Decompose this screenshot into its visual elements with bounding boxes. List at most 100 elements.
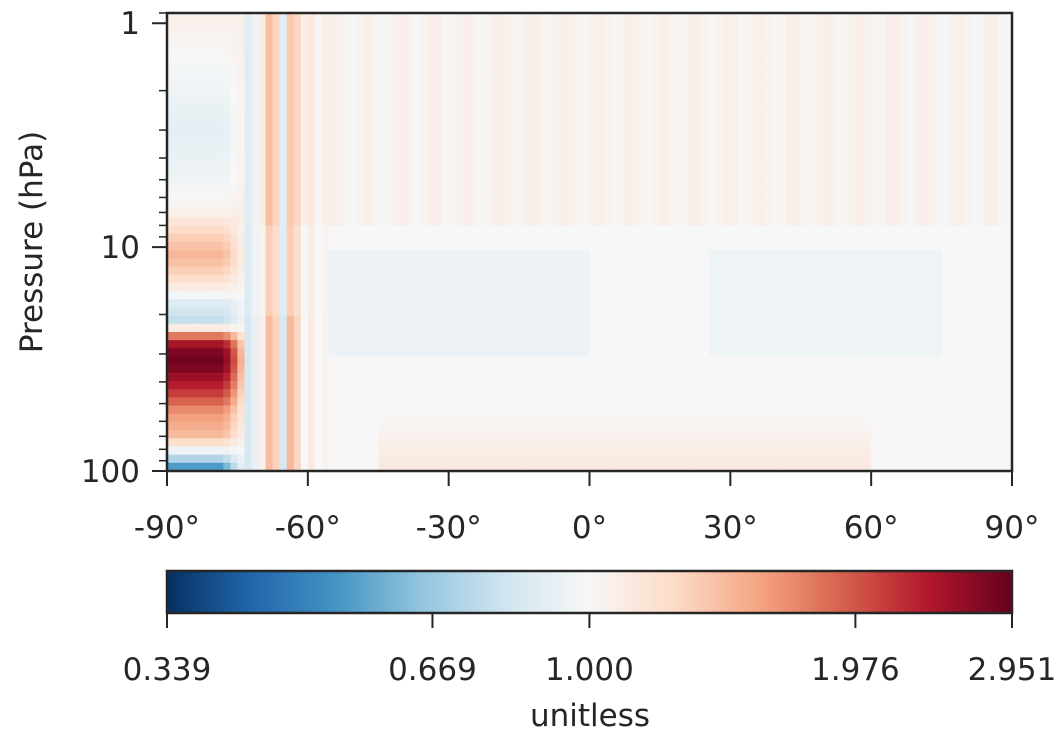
heatmap-cell [631, 127, 640, 137]
heatmap-cell [695, 29, 703, 39]
heatmap-cell [519, 291, 527, 300]
heatmap-cell [624, 315, 633, 325]
heatmap-cell [934, 102, 943, 112]
heatmap-cell [941, 21, 950, 30]
heatmap-cell [941, 29, 950, 39]
heatmap-cell [652, 119, 661, 129]
heatmap-cell [744, 233, 753, 243]
heatmap-cell [666, 340, 675, 349]
heatmap-cell [681, 78, 689, 88]
heatmap-cell [878, 192, 886, 202]
heatmap-cell [343, 282, 351, 292]
heatmap-cell [772, 127, 781, 137]
heatmap-cell [716, 201, 724, 210]
heatmap-cell [758, 21, 767, 30]
heatmap-cell [850, 111, 858, 120]
heatmap-cell [666, 29, 675, 39]
heatmap-cell [258, 86, 267, 96]
heatmap-cell [293, 201, 302, 210]
heatmap-cell [850, 119, 858, 129]
heatmap-cell [695, 274, 703, 284]
heatmap-cell [850, 102, 858, 112]
heatmap-cell [589, 168, 598, 178]
heatmap-cell [469, 176, 478, 186]
heatmap-cell [631, 250, 640, 259]
heatmap-cell [350, 258, 358, 268]
heatmap-cell [702, 94, 710, 104]
heatmap-cell [371, 37, 379, 47]
heatmap-cell [343, 323, 351, 333]
heatmap-cell [258, 119, 267, 129]
heatmap-cell [927, 86, 936, 96]
heatmap-cell [462, 152, 471, 161]
heatmap-cell [913, 29, 922, 39]
heatmap-cell [969, 258, 978, 268]
heatmap-cell [666, 13, 675, 22]
heatmap-cell [638, 331, 647, 341]
heatmap-cell [941, 315, 950, 325]
heatmap-cell [878, 209, 886, 219]
heatmap-cell [843, 176, 851, 186]
heatmap-cell [490, 160, 499, 169]
heatmap-cell [533, 331, 541, 341]
heatmap-cell [955, 94, 964, 104]
heatmap-cell [1004, 282, 1012, 292]
heatmap-cell [716, 315, 724, 325]
heatmap-cell [328, 94, 337, 104]
heatmap-cell [385, 291, 393, 300]
heatmap-cell [512, 299, 520, 309]
heatmap-cell [561, 233, 569, 243]
heatmap-cell [864, 127, 872, 137]
heatmap-cell [321, 315, 330, 325]
heatmap-cell [413, 168, 422, 178]
heatmap-cell [307, 217, 316, 227]
heatmap-cell [307, 291, 316, 300]
heatmap-cell [779, 331, 788, 341]
heatmap-cell [744, 37, 753, 47]
heatmap-cell [378, 160, 386, 169]
heatmap-cell [645, 217, 654, 227]
heatmap-cell [969, 86, 978, 96]
heatmap-cell [723, 184, 731, 194]
heatmap-cell [906, 331, 915, 341]
heatmap-cell [1004, 315, 1012, 325]
heatmap-cell [786, 299, 795, 309]
heatmap-cell [976, 323, 985, 333]
heatmap-cell [378, 258, 386, 268]
heatmap-cell [976, 13, 985, 22]
heatmap-cell [652, 21, 661, 30]
heatmap-cell [343, 29, 351, 39]
heatmap-cell [265, 135, 274, 145]
heatmap-cell [265, 45, 274, 55]
heatmap-cell [483, 192, 492, 202]
heatmap-cell [1004, 307, 1012, 317]
heatmap-cell [688, 135, 696, 145]
heatmap-cell [659, 21, 668, 30]
heatmap-cell [293, 168, 302, 178]
heatmap-cell [892, 62, 900, 71]
heatmap-cell [505, 78, 513, 88]
heatmap-cell [666, 94, 675, 104]
heatmap-cell [610, 21, 619, 30]
heatmap-cell [497, 143, 506, 153]
heatmap-cell [167, 291, 175, 300]
heatmap-cell [913, 111, 922, 120]
heatmap-cell [997, 127, 1006, 137]
heatmap-cell [469, 62, 478, 71]
heatmap-cell [772, 299, 781, 309]
heatmap-cell [272, 168, 281, 178]
heatmap-cell [765, 119, 774, 129]
heatmap-cell [328, 225, 337, 235]
heatmap-cell [343, 152, 351, 161]
heatmap-cell [420, 168, 429, 178]
heatmap-cell [237, 78, 246, 88]
heatmap-cell [744, 184, 753, 194]
heatmap-cell [181, 217, 189, 227]
heatmap-cell [589, 192, 598, 202]
heatmap-cell [843, 258, 851, 268]
heatmap-cell [899, 307, 907, 317]
heatmap-cell [547, 111, 555, 120]
heatmap-cell [547, 135, 555, 145]
heatmap-cell [976, 102, 985, 112]
heatmap-cell [554, 250, 562, 259]
